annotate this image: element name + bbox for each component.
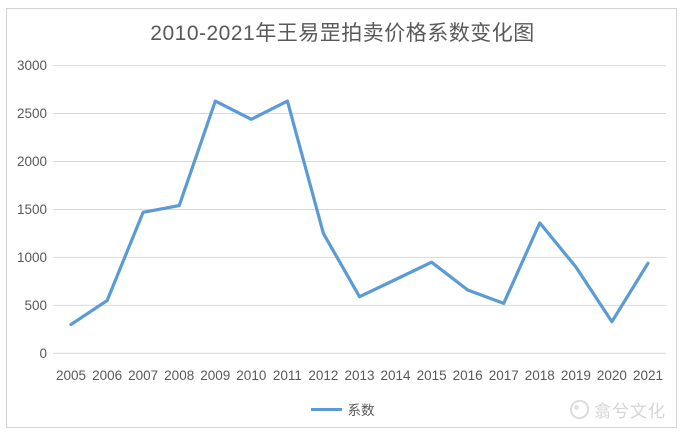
x-tick-label: 2012	[308, 368, 338, 383]
watermark: 翕兮文化	[570, 397, 666, 422]
chart-frame: 2010-2021年王易罡拍卖价格系数变化图 0 500 1000 1500 2000 2…	[6, 8, 677, 428]
x-tick-label: 2014	[381, 368, 412, 383]
x-tick-label: 2011	[273, 368, 302, 383]
x-tick-label: 2016	[453, 368, 483, 383]
y-tick-label: 2500	[17, 106, 47, 121]
x-tick-label: 2013	[344, 368, 374, 383]
y-tick-label: 0	[39, 346, 47, 361]
x-tick-label: 2021	[633, 368, 663, 383]
y-tick-label: 2000	[17, 154, 47, 169]
x-tick-label: 2007	[128, 368, 158, 383]
x-tick-label: 2006	[92, 368, 122, 383]
x-tick-label: 2019	[561, 368, 591, 383]
x-tick-label: 2010	[236, 368, 266, 383]
bird-logo-icon	[570, 400, 589, 419]
x-tick-label: 2005	[56, 368, 86, 383]
x-tick-label: 2020	[597, 368, 627, 383]
legend-line-swatch	[310, 407, 342, 411]
legend: 系数	[7, 399, 678, 419]
x-tick-label: 2015	[417, 368, 447, 383]
line-chart: 0 500 1000 1500 2000 2500 3000 2005 2006 2007 2008…	[17, 58, 666, 383]
y-tick-label: 3000	[17, 58, 47, 73]
x-tick-label: 2009	[200, 368, 230, 383]
x-tick-label: 2017	[489, 368, 519, 383]
watermark-text: 翕兮文化	[594, 402, 666, 421]
y-tick-label: 1500	[17, 202, 47, 217]
y-tick-label: 1000	[17, 250, 47, 265]
legend-label: 系数	[347, 403, 375, 418]
x-tick-label: 2018	[525, 368, 555, 383]
y-tick-label: 500	[24, 298, 47, 313]
series-line	[69, 99, 650, 327]
chart-title: 2010-2021年王易罡拍卖价格系数变化图	[150, 22, 535, 45]
x-tick-label: 2008	[164, 368, 194, 383]
